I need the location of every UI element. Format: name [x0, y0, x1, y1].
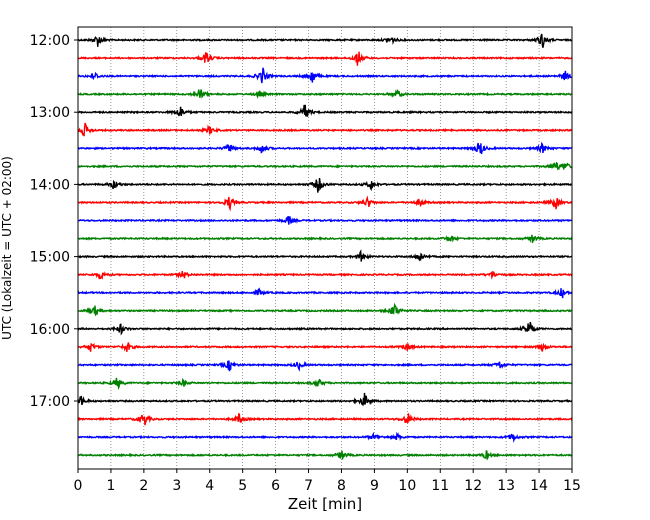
x-tick-label: 5: [238, 478, 247, 494]
seismic-trace: [77, 161, 573, 171]
y-tick-label: 14:00: [30, 177, 70, 193]
y-tick-label: 13:00: [30, 105, 70, 121]
seismic-trace: [77, 215, 573, 225]
plot-frame: [77, 26, 573, 470]
seismic-trace: [77, 104, 573, 117]
x-tick-label: 8: [337, 478, 346, 494]
x-tick-label: 9: [370, 478, 379, 494]
x-tick-label: 6: [271, 478, 280, 494]
x-tick-label: 4: [205, 478, 214, 494]
seismic-trace: [77, 178, 573, 193]
x-tick-label: 10: [398, 478, 416, 494]
y-tick-label: 17:00: [30, 394, 70, 410]
y-tick-label: 12:00: [30, 33, 70, 49]
seismic-trace: [77, 431, 573, 444]
x-tick-label: 13: [497, 478, 515, 494]
x-tick-label: 14: [530, 478, 548, 494]
seismic-trace: [77, 302, 573, 317]
seismic-trace: [77, 342, 573, 352]
x-tick-label: 12: [464, 478, 482, 494]
x-tick-label: 1: [106, 478, 115, 494]
seismic-trace: [77, 234, 573, 243]
x-tick-label: 2: [139, 478, 148, 494]
seismic-trace: [77, 195, 573, 212]
seismic-trace: [77, 360, 573, 372]
x-tick-label: 15: [563, 478, 581, 494]
x-tick-label: 0: [74, 478, 83, 494]
seismic-trace: [77, 287, 573, 299]
seismic-trace: [77, 271, 573, 281]
y-axis: 12:00 13:00 14:00 15:00 16:00 17:00: [30, 33, 78, 410]
seismic-trace: [77, 122, 573, 137]
y-axis-label: UTC (Lokalzeit = UTC + 02:00): [0, 156, 14, 340]
x-tick-label: 3: [172, 478, 181, 494]
x-axis-label: Zeit [min]: [288, 495, 362, 513]
y-tick-label: 16:00: [30, 322, 70, 338]
seismic-trace: [77, 51, 573, 66]
x-axis: 0 1 2 3 4 5 6 7 8 9 10 11 12 13 14 15: [74, 469, 581, 494]
seismic-trace: [77, 141, 573, 155]
trace-group: [77, 33, 573, 461]
seismic-trace: [77, 249, 573, 262]
seismic-trace: [77, 67, 573, 84]
seismic-trace: [77, 377, 573, 391]
seismic-trace: [77, 321, 573, 336]
seismic-trace: [77, 412, 573, 426]
seismic-trace: [77, 392, 573, 407]
seismic-trace: [77, 33, 573, 48]
x-tick-label: 7: [304, 478, 313, 494]
y-tick-label: 15:00: [30, 250, 70, 266]
x-tick-label: 11: [431, 478, 449, 494]
seismic-trace: [77, 450, 573, 461]
seismic-trace: [77, 89, 573, 100]
